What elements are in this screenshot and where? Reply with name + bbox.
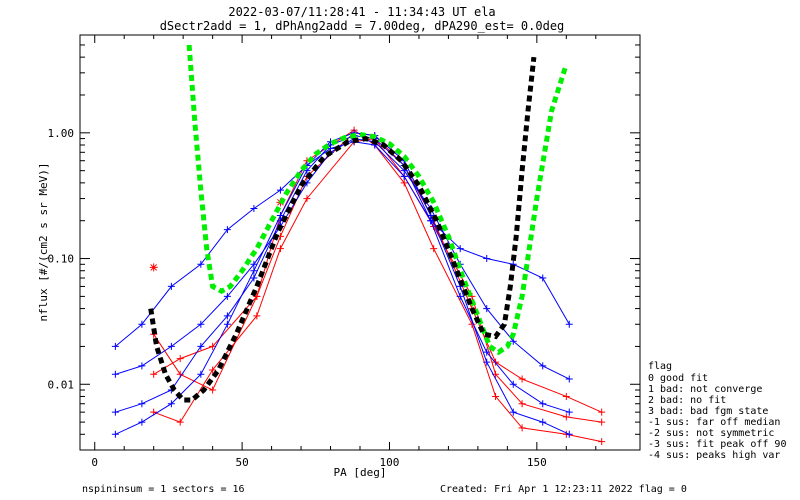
- x-tick-label: 50: [235, 456, 248, 469]
- data-point-marker: [539, 418, 547, 426]
- data-point-marker: [138, 320, 146, 328]
- data-point-marker: [303, 195, 311, 203]
- data-series-line: [115, 141, 570, 347]
- fit-curve: [148, 56, 537, 403]
- data-point-marker: [176, 418, 184, 426]
- data-point-marker: [565, 375, 573, 383]
- legend-item: 3 bad: bad fgm state: [648, 406, 768, 417]
- data-point-marker: [276, 186, 284, 194]
- data-point-marker: [492, 392, 500, 400]
- chart-title-line1: 2022-03-07/11:28:41 - 11:34:43 UT ela: [228, 5, 495, 19]
- y-tick-label: 1.00: [48, 127, 75, 140]
- x-tick-label: 150: [527, 456, 547, 469]
- data-point-marker: [427, 217, 435, 225]
- data-point-marker: [138, 362, 146, 370]
- data-point-marker: [111, 342, 119, 350]
- data-point-marker: [456, 292, 464, 300]
- data-point-marker: [167, 400, 175, 408]
- data-point-marker: [209, 366, 217, 374]
- data-point-marker: [562, 413, 570, 421]
- data-point-marker: [539, 274, 547, 282]
- legend-item: 1 bad: not converge: [648, 384, 762, 395]
- data-point-marker: [197, 342, 205, 350]
- data-point-marker: [223, 226, 231, 234]
- legend-item: -1 sus: far off median: [648, 417, 780, 428]
- fit-curve: [186, 44, 569, 356]
- footer-right: Created: Fri Apr 1 12:23:11 2022 flag = …: [440, 484, 687, 495]
- x-tick-label: 100: [380, 456, 400, 469]
- data-point-marker: [111, 408, 119, 416]
- data-point-marker: [598, 418, 606, 426]
- data-point-marker: [253, 292, 261, 300]
- data-point-marker: [223, 292, 231, 300]
- data-point-marker: [197, 370, 205, 378]
- data-point-marker: [253, 312, 261, 320]
- data-point-marker: [176, 355, 184, 363]
- legend-item: -3 sus: fit peak off 90: [648, 439, 786, 450]
- data-point-marker: [167, 282, 175, 290]
- data-point-marker: [483, 305, 491, 313]
- data-point-marker: [492, 358, 500, 366]
- data-point-marker: [456, 245, 464, 253]
- data-point-marker: [276, 211, 284, 219]
- data-point-marker: [250, 274, 258, 282]
- data-point-marker: [598, 408, 606, 416]
- y-tick-label: 0.01: [48, 378, 75, 391]
- flag-legend: flag 0 good fit 1 bad: not converge 2 ba…: [648, 361, 786, 461]
- data-point-marker: [167, 342, 175, 350]
- data-point-marker: [111, 370, 119, 378]
- data-point-marker: [539, 400, 547, 408]
- data-point-marker: [223, 312, 231, 320]
- data-point-marker: [509, 380, 517, 388]
- data-point-marker: [223, 320, 231, 328]
- data-point-marker: [562, 392, 570, 400]
- data-point-marker: [565, 408, 573, 416]
- data-point-marker: [430, 245, 438, 253]
- data-point-marker: [565, 320, 573, 328]
- legend-item: 0 good fit: [648, 373, 708, 384]
- data-point-marker: [518, 375, 526, 383]
- data-point-marker: [209, 386, 217, 394]
- data-point-star: [149, 263, 158, 272]
- axes: 0 50 100 150 0.01 0.10 1.00: [48, 34, 640, 469]
- data-point-marker: [197, 320, 205, 328]
- data-point-marker: [518, 424, 526, 432]
- data-point-marker: [250, 205, 258, 213]
- data-point-marker: [276, 245, 284, 253]
- y-tick-label: 0.10: [48, 253, 75, 266]
- data-point-marker: [250, 267, 258, 275]
- data-point-marker: [111, 430, 119, 438]
- data-point-marker: [483, 358, 491, 366]
- x-axis-label: PA [deg]: [334, 466, 387, 479]
- legend-item: 2 bad: no fit: [648, 395, 726, 406]
- data-point-marker: [565, 430, 573, 438]
- data-point-marker: [598, 438, 606, 446]
- data-point-marker: [150, 370, 158, 378]
- legend-title: flag: [648, 361, 672, 372]
- data-point-marker: [138, 418, 146, 426]
- data-point-marker: [400, 179, 408, 187]
- data-point-marker: [138, 400, 146, 408]
- chart-title-line2: dSectr2add = 1, dPhAng2add = 7.00deg, dP…: [160, 19, 565, 33]
- x-tick-label: 0: [91, 456, 98, 469]
- data-point-marker: [483, 348, 491, 356]
- y-axis-label: nflux [#/(cm2 s sr MeV)]: [37, 163, 50, 322]
- legend-item: -2 sus: not symmetric: [648, 428, 774, 439]
- legend-item: -4 sus: peaks high var: [648, 450, 780, 461]
- plot-data-layer: [111, 44, 606, 446]
- data-point-marker: [539, 362, 547, 370]
- data-point-marker: [400, 172, 408, 180]
- data-point-marker: [509, 408, 517, 416]
- data-point-marker: [483, 255, 491, 263]
- footer-left: nspininsum = 1 sectors = 16: [82, 484, 245, 495]
- data-point-marker: [197, 260, 205, 268]
- data-point-marker: [209, 342, 217, 350]
- data-point-marker: [518, 400, 526, 408]
- data-point-marker: [250, 260, 258, 268]
